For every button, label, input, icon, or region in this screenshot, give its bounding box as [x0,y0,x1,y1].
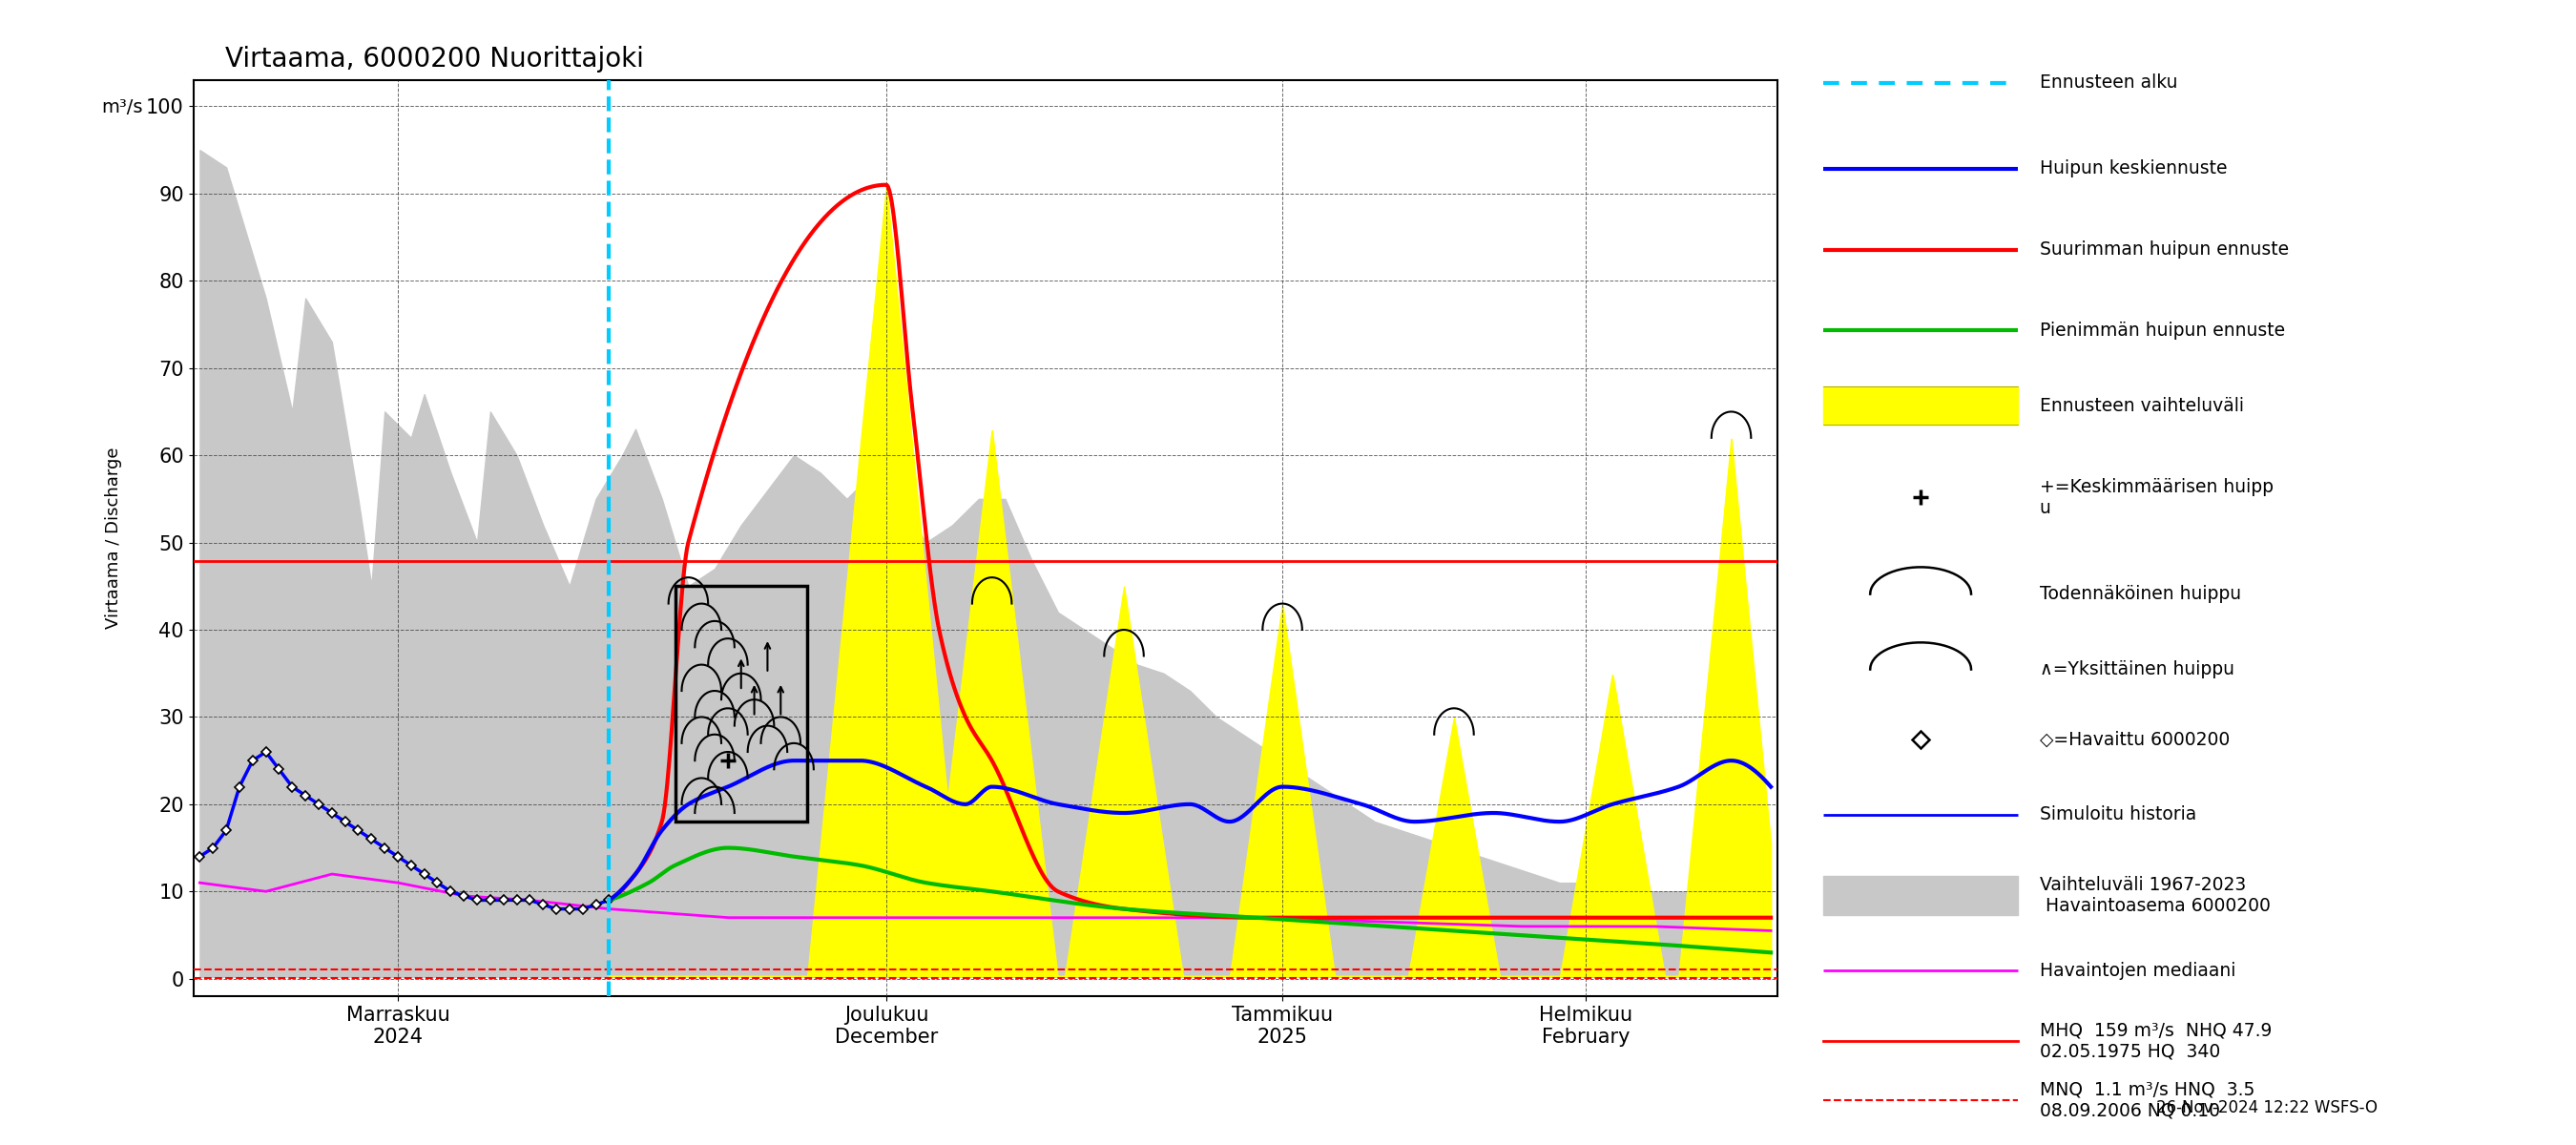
Text: Virtaama, 6000200 Nuorittajoki: Virtaama, 6000200 Nuorittajoki [224,46,644,72]
Text: Huipun keskiennuste: Huipun keskiennuste [2040,160,2228,177]
Text: MNQ  1.1 m³/s HNQ  3.5
08.09.2006 NQ 0.10: MNQ 1.1 m³/s HNQ 3.5 08.09.2006 NQ 0.10 [2040,1081,2254,1120]
Text: Simuloitu historia: Simuloitu historia [2040,806,2197,823]
Text: Ennusteen vaihteluväli: Ennusteen vaihteluväli [2040,396,2244,414]
Bar [675,586,806,822]
Text: Todennäköinen huippu: Todennäköinen huippu [2040,585,2241,603]
Text: 26-Nov-2024 12:22 WSFS-O: 26-Nov-2024 12:22 WSFS-O [2156,1099,2378,1116]
Text: Suurimman huipun ennuste: Suurimman huipun ennuste [2040,240,2290,259]
Text: MHQ  159 m³/s  NHQ 47.9
02.05.1975 HQ  340: MHQ 159 m³/s NHQ 47.9 02.05.1975 HQ 340 [2040,1021,2272,1060]
Text: Vaihteluväli 1967-2023
 Havaintoasema 6000200: Vaihteluväli 1967-2023 Havaintoasema 600… [2040,876,2269,915]
Text: Havaintojen mediaani: Havaintojen mediaani [2040,962,2236,980]
Text: ∧=Yksittäinen huippu: ∧=Yksittäinen huippu [2040,661,2233,679]
Text: +​=Keskimmäärisen huipp
u: +​=Keskimmäärisen huipp u [2040,477,2275,516]
Text: Virtaama / Discharge: Virtaama / Discharge [106,448,124,629]
Text: ◇=Havaittu 6000200: ◇=Havaittu 6000200 [2040,731,2231,749]
Text: m³/s: m³/s [100,98,142,117]
Text: Pienimmän huipun ennuste: Pienimmän huipun ennuste [2040,322,2285,339]
Text: Ennusteen alku: Ennusteen alku [2040,73,2177,92]
